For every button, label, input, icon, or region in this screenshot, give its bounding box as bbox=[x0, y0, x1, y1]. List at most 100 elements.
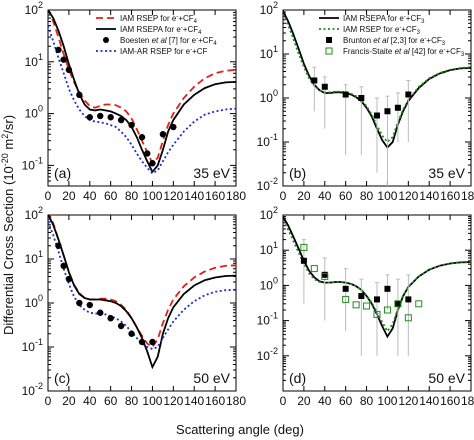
data-point-open bbox=[404, 314, 412, 322]
x-tick-label: 0 bbox=[280, 394, 287, 408]
x-tick-label: 180 bbox=[461, 189, 474, 203]
data-point bbox=[405, 91, 412, 98]
data-point-open bbox=[363, 302, 371, 310]
data-point bbox=[117, 116, 125, 124]
data-point bbox=[405, 296, 412, 303]
x-tick-label: 40 bbox=[83, 189, 97, 203]
y-tick-label: 101 bbox=[260, 44, 278, 61]
y-tick-label: 102 bbox=[260, 0, 278, 17]
legend-entry: IAM RSEPA for e-+CF4 bbox=[120, 25, 202, 36]
legend-entry: IAM RSEPA for e-+CF3 bbox=[343, 14, 425, 25]
data-point bbox=[117, 322, 125, 330]
data-point bbox=[144, 150, 151, 157]
data-point bbox=[128, 121, 135, 129]
data-point bbox=[55, 242, 62, 249]
y-tick-label: 101 bbox=[25, 52, 43, 69]
data-point-open bbox=[321, 272, 329, 280]
panel-d: 02040608010012014016018010-210-110010110… bbox=[257, 205, 474, 408]
data-point bbox=[342, 91, 349, 98]
data-point bbox=[107, 315, 114, 322]
series-line-solid bbox=[48, 215, 236, 370]
y-tick-label: 10-1 bbox=[257, 311, 278, 328]
data-point bbox=[149, 160, 156, 167]
data-point bbox=[138, 134, 146, 141]
data-point bbox=[358, 95, 365, 101]
y-tick-label: 10-1 bbox=[257, 132, 278, 149]
y-tick-label: 102 bbox=[25, 205, 43, 222]
x-tick-label: 180 bbox=[226, 394, 246, 408]
data-point bbox=[394, 104, 401, 111]
legend-entry: IAM-AR RSEP for e-+CF bbox=[120, 47, 208, 56]
data-point bbox=[107, 114, 114, 121]
data-point-open bbox=[373, 310, 381, 318]
data-point bbox=[149, 338, 156, 346]
x-tick-label: 20 bbox=[62, 189, 76, 203]
panel-label: (a) bbox=[54, 165, 71, 181]
x-tick-label: 80 bbox=[125, 189, 139, 203]
x-tick-label: 160 bbox=[440, 189, 460, 203]
y-tick-label: 100 bbox=[25, 104, 43, 121]
x-tick-label: 120 bbox=[163, 394, 183, 408]
data-point bbox=[60, 56, 67, 63]
data-point-open bbox=[352, 301, 360, 309]
x-tick-label: 0 bbox=[45, 189, 52, 203]
legend-swatch bbox=[326, 37, 332, 43]
x-tick-label: 120 bbox=[398, 189, 418, 203]
series-line-solid bbox=[48, 10, 236, 174]
data-point-open bbox=[342, 295, 350, 303]
x-tick-label: 60 bbox=[104, 394, 118, 408]
data-point bbox=[170, 123, 177, 131]
data-point-open bbox=[415, 300, 423, 308]
legend-entry: Francis-Staite et al [42] for e-+CF3 bbox=[343, 47, 465, 58]
x-tick-label: 100 bbox=[142, 189, 162, 203]
x-tick-label: 120 bbox=[398, 394, 418, 408]
data-point bbox=[321, 83, 328, 90]
series-line-dotted bbox=[283, 13, 471, 144]
data-point bbox=[311, 77, 318, 84]
data-point bbox=[86, 301, 93, 309]
x-tick-label: 0 bbox=[280, 189, 287, 203]
x-tick-label: 100 bbox=[377, 189, 397, 203]
y-tick-label: 101 bbox=[260, 240, 278, 257]
data-point bbox=[65, 275, 73, 283]
data-point-open bbox=[300, 243, 308, 251]
x-tick-label: 100 bbox=[142, 394, 162, 408]
energy-label: 35 eV bbox=[193, 165, 230, 181]
legend-entry: IAM RSEP for e-+CF3 bbox=[343, 25, 421, 36]
panel-label: (c) bbox=[54, 370, 70, 386]
y-axis-label: Differential Cross Section (10-20 m2/sr) bbox=[0, 115, 16, 335]
data-point bbox=[60, 262, 67, 270]
data-point bbox=[321, 271, 328, 278]
data-point bbox=[65, 66, 73, 74]
data-point bbox=[384, 285, 391, 292]
data-point bbox=[342, 285, 349, 292]
data-point bbox=[384, 108, 391, 115]
y-tick-label: 101 bbox=[25, 249, 43, 266]
legend-entry: Brunton et al [2,3] for e-+CF3 bbox=[343, 36, 446, 47]
series-line-dotted bbox=[48, 221, 236, 350]
data-point bbox=[76, 299, 83, 307]
y-tick-label: 10-1 bbox=[22, 337, 43, 354]
legend-swatch bbox=[325, 47, 333, 55]
legend-entry: IAM RSEP for e-+CF4 bbox=[120, 14, 198, 25]
panel-c: 0 20 40 60 80 100 120 140 160 18010-210-110010110… bbox=[22, 205, 247, 408]
panel-label: (b) bbox=[289, 165, 306, 181]
data-point bbox=[76, 91, 83, 99]
plot-frame bbox=[282, 214, 472, 392]
legend-swatch bbox=[103, 37, 109, 43]
data-point bbox=[374, 296, 380, 303]
x-tick-label: 100 bbox=[377, 394, 397, 408]
y-tick-label: 100 bbox=[260, 275, 278, 292]
y-tick-label: 10-2 bbox=[22, 381, 43, 398]
panel-a: 0 20 40 60 80 100 120 140 160 18010-1100101102(a)… bbox=[22, 0, 247, 203]
x-tick-label: 140 bbox=[184, 394, 204, 408]
x-tick-label: 120 bbox=[163, 189, 183, 203]
panel-label: (d) bbox=[289, 370, 306, 386]
y-tick-label: 10-1 bbox=[22, 155, 43, 172]
x-tick-label: 20 bbox=[62, 394, 76, 408]
energy-label: 50 eV bbox=[428, 370, 465, 386]
energy-label: 35 eV bbox=[428, 165, 465, 181]
x-tick-label: 40 bbox=[318, 189, 332, 203]
x-tick-label: 160 bbox=[205, 189, 225, 203]
